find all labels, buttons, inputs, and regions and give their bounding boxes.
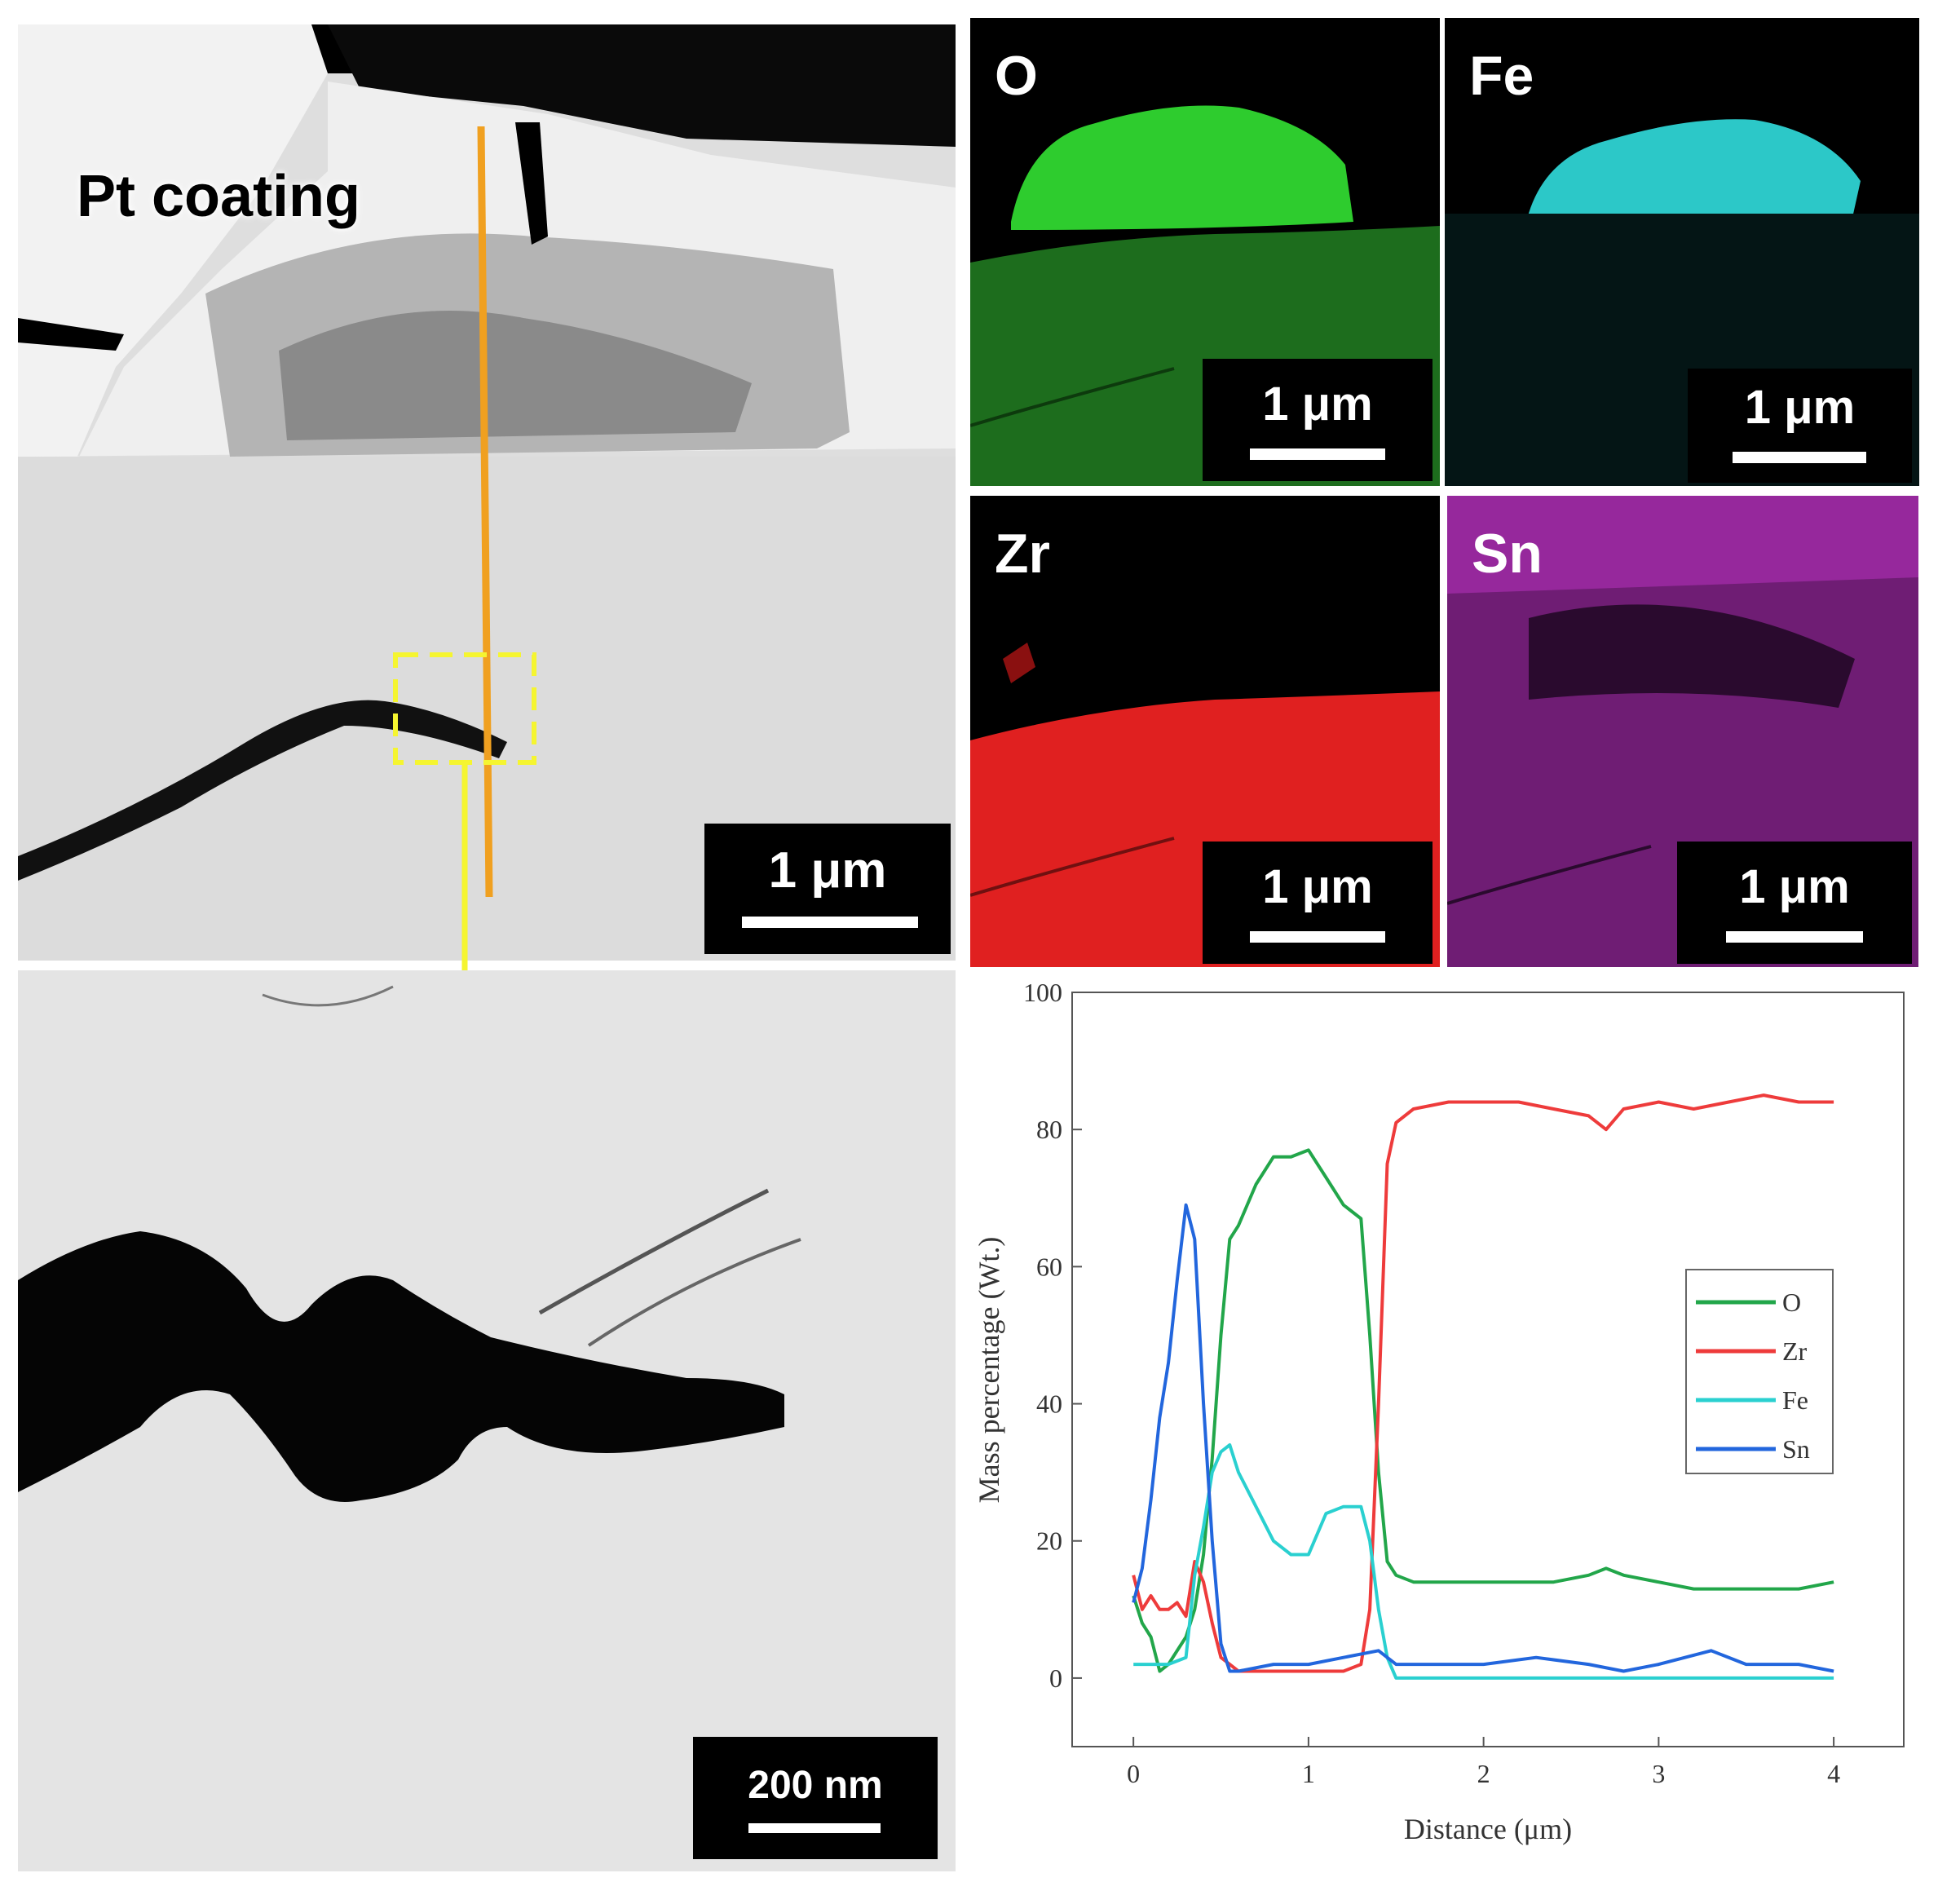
scale-bar-zr: 1 μm (1203, 842, 1433, 964)
y-tick-label: 60 (1036, 1252, 1062, 1281)
scale-bar-fe: 1 μm (1688, 369, 1912, 483)
scale-bar-o-line (1250, 448, 1385, 460)
eds-map-sn: Sn 1 μm (1447, 496, 1918, 967)
scale-bar-sn-line (1726, 931, 1863, 943)
sem-zoom-panel: 200 nm (18, 970, 956, 1871)
scale-bar-zr-label: 1 μm (1262, 860, 1373, 913)
scale-bar-fe-line (1733, 452, 1866, 463)
eds-map-fe: Fe 1 μm (1445, 18, 1919, 486)
pt-coating-label: Pt coating (77, 164, 361, 229)
line-scan-path (477, 126, 493, 898)
x-axis-label: Distance (μm) (1404, 1813, 1572, 1845)
y-axis-label: Mass percentage (Wt.) (973, 1237, 1005, 1504)
x-tick-label: 3 (1652, 1759, 1665, 1788)
x-tick-label: 4 (1827, 1759, 1840, 1788)
y-tick-label: 0 (1049, 1663, 1062, 1693)
y-axis-ticks: 0 20 40 60 80 100 (1023, 978, 1082, 1693)
eds-map-o-label: O (995, 45, 1038, 107)
legend-label-sn: Sn (1782, 1434, 1810, 1464)
y-tick-label: 80 (1036, 1115, 1062, 1144)
scale-bar-overview: 1 μm (704, 824, 951, 954)
eds-map-sn-label: Sn (1472, 523, 1543, 585)
line-scan-chart: 0 20 40 60 80 100 0 1 2 3 4 Distance (μm) Mass pe… (962, 974, 1938, 1900)
line-scan-chart-svg: 0 20 40 60 80 100 0 1 2 3 4 Distance (μm) Mass pe… (973, 978, 1905, 1845)
scale-bar-o-label: 1 μm (1262, 378, 1373, 431)
series-line-zr (1132, 1093, 1834, 1673)
legend-label-o: O (1782, 1288, 1801, 1317)
scale-bar-zr-line (1250, 931, 1385, 943)
eds-map-o: O 1 μm (970, 18, 1440, 486)
y-tick-label: 100 (1023, 978, 1062, 1007)
scale-bar-zoom: 200 nm (693, 1737, 938, 1859)
x-tick-label: 0 (1127, 1759, 1140, 1788)
scale-bar-fe-label: 1 μm (1744, 381, 1856, 434)
chart-legend: O Zr Fe Sn (1685, 1269, 1834, 1474)
scale-bar-zoom-line (748, 1823, 881, 1833)
sem-zoom-image (18, 970, 956, 1871)
legend-label-zr: Zr (1782, 1336, 1808, 1366)
series-line-fe (1133, 1443, 1834, 1680)
plot-frame (1071, 992, 1905, 1747)
scale-bar-zoom-label: 200 nm (748, 1764, 883, 1807)
scale-bar-sn-label: 1 μm (1739, 860, 1850, 913)
scale-bar-line (742, 917, 918, 928)
x-tick-label: 2 (1477, 1759, 1490, 1788)
eds-map-zr-label: Zr (995, 523, 1050, 585)
annotations-overlay (393, 126, 536, 898)
zoom-region-box (393, 652, 536, 765)
scale-bar-sn: 1 μm (1677, 842, 1912, 964)
x-tick-label: 1 (1302, 1759, 1315, 1788)
eds-map-zr: Zr 1 μm (970, 496, 1440, 967)
sem-overview-image (18, 24, 956, 961)
scale-bar-label: 1 μm (768, 842, 887, 899)
eds-map-fe-label: Fe (1469, 45, 1534, 107)
sem-overview-panel: Pt coating 1 μm (18, 24, 956, 961)
y-tick-label: 40 (1036, 1389, 1062, 1419)
scale-bar-o: 1 μm (1203, 359, 1433, 481)
series-line-sn (1132, 1203, 1834, 1673)
series-lines (1132, 1093, 1834, 1680)
legend-label-fe: Fe (1782, 1385, 1808, 1415)
y-tick-label: 20 (1036, 1526, 1062, 1556)
x-axis-ticks: 0 1 2 3 4 (1127, 1737, 1840, 1788)
